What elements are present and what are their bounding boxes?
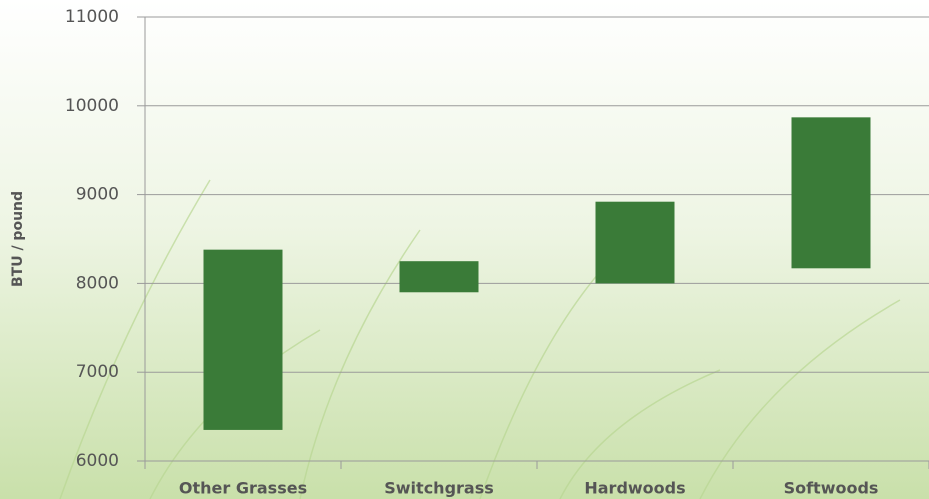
y-tick-label: 8000 [76, 273, 119, 293]
x-tick-label: Switchgrass [384, 479, 494, 498]
y-axis-label: BTU / pound [10, 191, 26, 287]
y-tick-label: 9000 [76, 185, 119, 205]
x-tick-label: Hardwoods [584, 479, 685, 498]
bar [400, 261, 479, 292]
x-tick-label: Other Grasses [179, 479, 307, 498]
bar [596, 202, 675, 284]
background [0, 0, 929, 499]
chart: BTU / pound 6000 7000 8000 9000 10000 11000 Ot… [0, 0, 929, 499]
y-tick-label: 11000 [65, 7, 119, 27]
x-tick-label: Softwoods [784, 479, 879, 498]
y-tick-label: 10000 [65, 96, 119, 116]
bar [204, 250, 283, 430]
y-tick-label: 6000 [76, 451, 119, 471]
y-tick-label: 7000 [76, 362, 119, 382]
bar [792, 117, 871, 268]
